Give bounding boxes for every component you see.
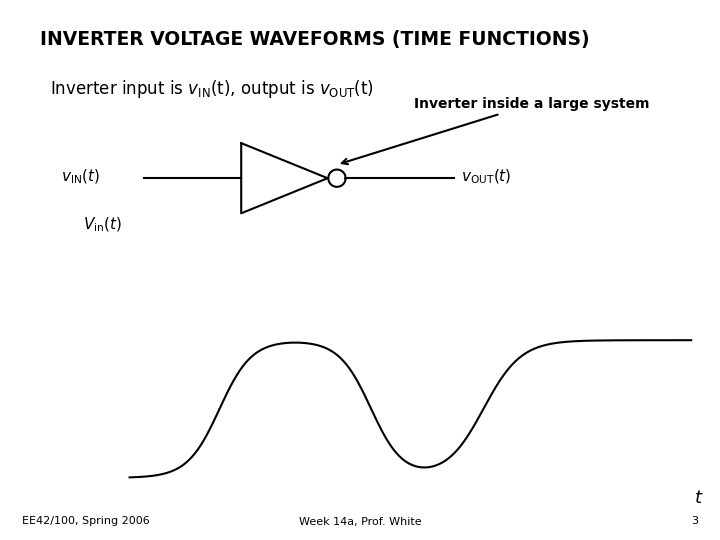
Text: EE42/100, Spring 2006: EE42/100, Spring 2006 [22,516,149,526]
Text: $v_{\rm IN}(t)$: $v_{\rm IN}(t)$ [61,168,100,186]
Text: Inverter inside a large system: Inverter inside a large system [342,97,649,164]
Text: Week 14a, Prof. White: Week 14a, Prof. White [299,516,421,526]
Text: 3: 3 [691,516,698,526]
Text: t: t [695,489,702,507]
Text: Inverter input is $v_{\rm IN}$(t), output is $v_{\rm OUT}$(t): Inverter input is $v_{\rm IN}$(t), outpu… [50,78,374,100]
Text: $v_{\rm OUT}(t)$: $v_{\rm OUT}(t)$ [461,168,511,186]
Text: $V_{\rm in}(t)$: $V_{\rm in}(t)$ [83,216,122,234]
Text: INVERTER VOLTAGE WAVEFORMS (TIME FUNCTIONS): INVERTER VOLTAGE WAVEFORMS (TIME FUNCTIO… [40,30,589,49]
